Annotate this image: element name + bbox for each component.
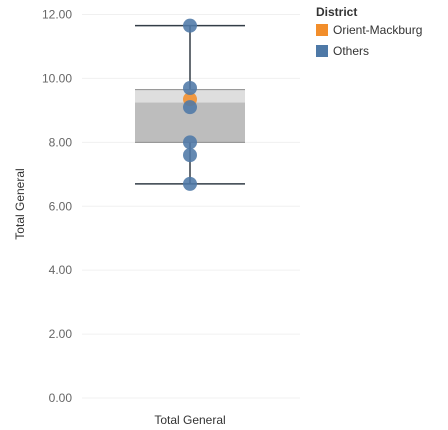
x-axis-title: Total General [154, 413, 225, 427]
legend-swatch [316, 24, 328, 36]
data-point [183, 18, 197, 33]
y-tick-label: 0.00 [49, 391, 73, 405]
legend-label: Orient-Mackburg [333, 23, 422, 37]
y-axis-title: Total General [13, 168, 27, 239]
legend-entries: Orient-Mackburg Others [316, 23, 422, 58]
data-points [183, 18, 197, 191]
data-point [183, 176, 197, 191]
y-tick-label: 6.00 [49, 199, 73, 213]
y-tick-label: 4.00 [49, 263, 73, 277]
y-tick-label: 8.00 [49, 135, 73, 149]
y-tick-label: 2.00 [49, 327, 73, 341]
y-axis-ticks: 0.00 2.00 4.00 6.00 8.00 10.00 12.00 [42, 8, 72, 406]
legend-swatch [316, 45, 328, 57]
y-tick-label: 12.00 [42, 8, 72, 22]
data-point [183, 148, 197, 163]
data-point [183, 81, 197, 96]
legend-label: Others [333, 44, 369, 58]
data-point [183, 135, 197, 150]
legend: District Orient-Mackburg Others [316, 5, 422, 58]
data-point [183, 100, 197, 115]
legend-title: District [316, 5, 357, 19]
gridlines [82, 14, 300, 399]
y-tick-label: 10.00 [42, 71, 72, 85]
